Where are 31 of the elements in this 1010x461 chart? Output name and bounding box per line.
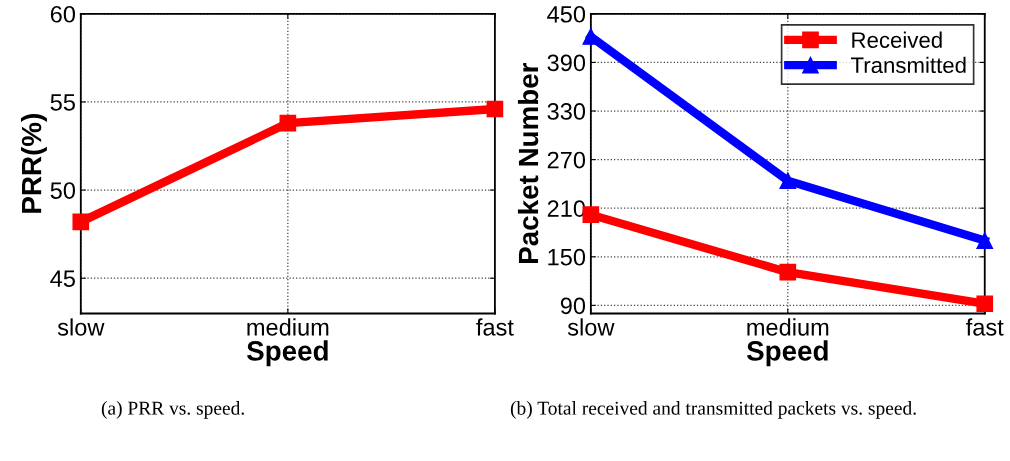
point — [72, 213, 90, 231]
text: (b) Total received and transmitted packets vs. speed. — [510, 401, 916, 419]
point — [486, 100, 504, 118]
legend-label: Transmitted — [851, 56, 966, 74]
y-axis-title: PRR(%) — [21, 114, 47, 213]
x-tick-label: fast — [966, 318, 1004, 336]
y-tick-label: 150 — [548, 248, 586, 266]
legend-label: Received — [852, 31, 942, 48]
y-tick-label: 90 — [560, 297, 586, 315]
x-tick-label: slow — [57, 318, 105, 336]
x-tick-label: fast — [476, 318, 514, 336]
y-tick-label: 55 — [50, 94, 75, 111]
text: (a) PRR vs. speed. — [101, 401, 244, 419]
y-tick-label: 45 — [50, 270, 75, 288]
point — [976, 295, 994, 313]
y-tick-label: 390 — [547, 54, 586, 72]
point — [976, 232, 994, 249]
y-tick-label: 270 — [547, 151, 586, 169]
point — [279, 114, 297, 132]
x-axis-title: Speed — [246, 340, 328, 367]
y-tick-label: 330 — [547, 103, 586, 120]
x-tick-label: medium — [747, 318, 829, 336]
point — [779, 172, 797, 189]
y-tick-label: 50 — [50, 182, 76, 199]
point — [779, 263, 797, 281]
y-tick-label: 60 — [50, 5, 76, 23]
x-axis-title: Speed — [746, 340, 828, 367]
y-tick-label: 450 — [547, 5, 586, 23]
x-tick-label: medium — [247, 318, 329, 336]
y-axis-title: Packet Number — [517, 62, 539, 263]
x-tick-label: slow — [567, 318, 615, 336]
